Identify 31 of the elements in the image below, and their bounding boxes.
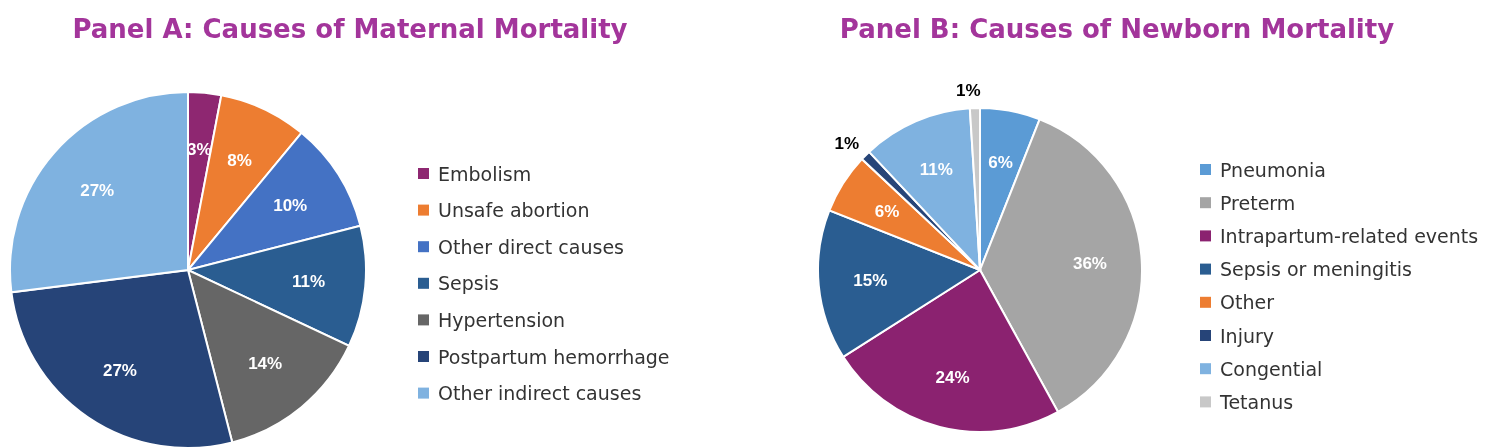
legend-label: Embolism bbox=[438, 162, 532, 185]
legend-label: Sepsis or meningitis bbox=[1220, 258, 1412, 281]
legend-label: Preterm bbox=[1220, 191, 1296, 214]
legend-label: Other indirect causes bbox=[438, 382, 642, 405]
legend-label: Unsafe abortion bbox=[438, 199, 590, 222]
data-label: 6% bbox=[988, 152, 1013, 172]
legend-label: Pneumonia bbox=[1220, 158, 1326, 181]
data-label: 1% bbox=[956, 81, 981, 101]
legend-label: Congential bbox=[1220, 357, 1323, 380]
legend-label: Intrapartum-related events bbox=[1220, 225, 1479, 248]
data-label: 36% bbox=[1072, 254, 1107, 274]
data-label: 14% bbox=[248, 354, 283, 374]
data-label: 6% bbox=[874, 201, 900, 221]
legend-label: Postpartum hemorrhage bbox=[438, 345, 670, 368]
chart-title: Panel B: Causes of Newborn Mortality bbox=[839, 14, 1395, 44]
legend-label: Tetanus bbox=[1219, 391, 1294, 414]
legend-label: Hypertension bbox=[438, 309, 566, 332]
data-label: 8% bbox=[227, 151, 252, 171]
data-label: 11% bbox=[919, 159, 953, 179]
chart-title: Panel A: Causes of Maternal Mortality bbox=[72, 14, 628, 44]
data-label: 11% bbox=[291, 272, 326, 292]
data-label: 10% bbox=[273, 196, 308, 216]
data-label: 1% bbox=[834, 133, 860, 153]
data-label: 15% bbox=[853, 271, 888, 291]
legend-label: Injury bbox=[1220, 324, 1275, 347]
data-label: 27% bbox=[102, 361, 137, 381]
legend-label: Sepsis bbox=[438, 272, 499, 295]
data-label: 24% bbox=[935, 367, 970, 387]
data-label: 27% bbox=[80, 180, 115, 200]
legend-label: Other direct causes bbox=[438, 235, 624, 258]
legend-label: Other bbox=[1220, 291, 1275, 314]
